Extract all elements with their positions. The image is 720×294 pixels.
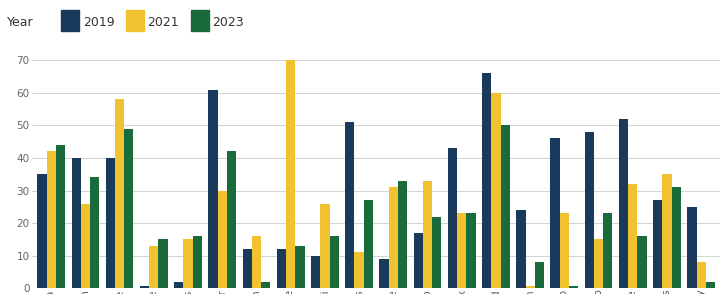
Bar xyxy=(535,262,544,288)
Bar xyxy=(125,129,133,288)
Bar xyxy=(500,126,510,288)
Bar xyxy=(346,122,354,288)
Bar xyxy=(174,282,184,288)
Text: 2023: 2023 xyxy=(212,16,244,29)
Bar xyxy=(551,138,559,288)
Bar xyxy=(261,282,270,288)
Bar xyxy=(90,178,99,288)
Bar xyxy=(140,286,149,288)
Bar xyxy=(379,259,389,288)
Text: 2021: 2021 xyxy=(148,16,179,29)
Bar xyxy=(295,246,305,288)
Bar xyxy=(637,236,647,288)
Bar xyxy=(432,217,441,288)
Bar xyxy=(457,213,467,288)
Bar xyxy=(662,174,672,288)
Bar xyxy=(585,132,594,288)
Bar xyxy=(482,74,491,288)
Bar xyxy=(569,286,578,288)
Bar xyxy=(286,60,295,288)
FancyBboxPatch shape xyxy=(61,10,79,31)
Bar xyxy=(276,249,286,288)
Bar xyxy=(628,184,637,288)
Bar xyxy=(706,282,715,288)
Bar xyxy=(320,203,330,288)
Bar xyxy=(243,249,252,288)
Bar xyxy=(158,239,168,288)
Bar xyxy=(71,158,81,288)
Bar xyxy=(398,181,407,288)
Bar xyxy=(227,151,236,288)
Bar xyxy=(81,203,90,288)
Text: 2019: 2019 xyxy=(83,16,114,29)
Bar xyxy=(217,191,227,288)
Bar xyxy=(423,181,432,288)
Bar xyxy=(193,236,202,288)
Bar xyxy=(184,239,193,288)
Text: Year: Year xyxy=(7,16,34,29)
Bar xyxy=(106,158,115,288)
Bar xyxy=(467,213,476,288)
Bar xyxy=(364,200,373,288)
Bar xyxy=(653,200,662,288)
Bar xyxy=(603,213,613,288)
Bar xyxy=(389,187,398,288)
Bar xyxy=(619,119,628,288)
Bar xyxy=(354,252,364,288)
Bar xyxy=(56,145,65,288)
Bar xyxy=(115,99,125,288)
Bar xyxy=(149,246,158,288)
Bar xyxy=(37,174,47,288)
Bar xyxy=(688,207,696,288)
FancyBboxPatch shape xyxy=(191,10,209,31)
Bar xyxy=(47,151,56,288)
Bar xyxy=(252,236,261,288)
Bar xyxy=(672,187,681,288)
Bar xyxy=(516,210,526,288)
Bar xyxy=(559,213,569,288)
Bar xyxy=(594,239,603,288)
Bar xyxy=(330,236,338,288)
Bar xyxy=(208,90,217,288)
Bar xyxy=(526,286,535,288)
Bar xyxy=(491,93,500,288)
Bar xyxy=(414,233,423,288)
Bar xyxy=(448,148,457,288)
FancyBboxPatch shape xyxy=(126,10,144,31)
Bar xyxy=(696,262,706,288)
Bar xyxy=(311,255,320,288)
